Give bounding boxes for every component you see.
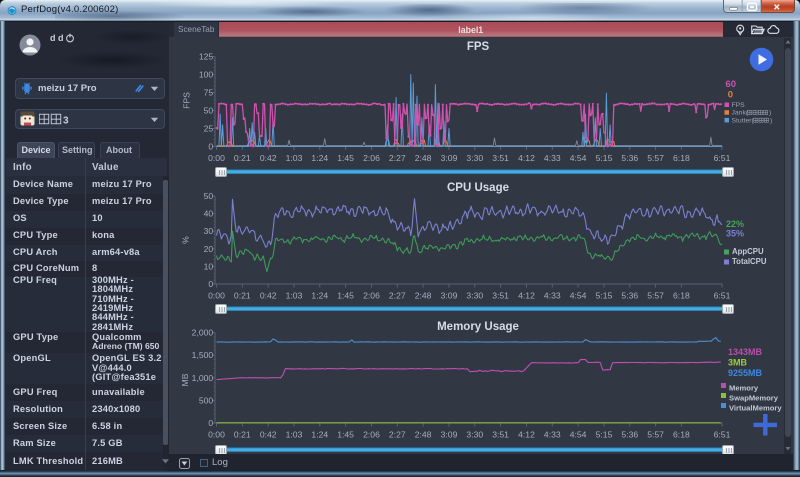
svg-text:5:57: 5:57 [647,153,664,163]
svg-text:4:33: 4:33 [544,429,561,439]
svg-text:9255MB: 9255MB [728,368,763,378]
svg-text:2:06: 2:06 [363,290,380,300]
svg-text:75: 75 [204,88,214,98]
svg-text:1:45: 1:45 [337,429,354,439]
svg-text:22%: 22% [726,219,744,229]
svg-text:4:33: 4:33 [544,290,561,300]
svg-text:2:06: 2:06 [363,153,380,163]
svg-text:0:42: 0:42 [260,429,277,439]
svg-text:Memory: Memory [729,384,759,393]
svg-text:3:30: 3:30 [466,429,483,439]
svg-text:Stutter(: Stutter( [732,117,755,124]
svg-text:5:15: 5:15 [596,290,613,300]
svg-text:1:03: 1:03 [286,153,303,163]
svg-text:0:21: 0:21 [234,153,251,163]
svg-text:4:54: 4:54 [570,429,587,439]
svg-text:): ) [769,110,771,117]
svg-text:50: 50 [204,106,214,116]
svg-text:0:00: 0:00 [208,290,225,300]
svg-text:0:00: 0:00 [208,429,225,439]
svg-text:2:27: 2:27 [389,290,406,300]
svg-text:3:09: 3:09 [441,153,458,163]
svg-text:AppCPU: AppCPU [732,247,764,256]
svg-text:1:03: 1:03 [286,429,303,439]
svg-text:0:21: 0:21 [234,290,251,300]
svg-text:1,500: 1,500 [192,350,214,360]
svg-text:4:12: 4:12 [518,153,535,163]
svg-text:3:09: 3:09 [441,429,458,439]
svg-text:2:06: 2:06 [363,429,380,439]
svg-text:3:30: 3:30 [466,290,483,300]
svg-text:FPS: FPS [182,92,192,109]
svg-text:5:36: 5:36 [621,290,638,300]
svg-text:): ) [770,117,772,124]
svg-text:6:51: 6:51 [714,153,731,163]
svg-text:4:12: 4:12 [518,290,535,300]
svg-text:3:51: 3:51 [492,153,509,163]
svg-text:0:42: 0:42 [260,153,277,163]
svg-text:0:42: 0:42 [260,290,277,300]
svg-text:2,000: 2,000 [192,328,214,338]
svg-text:%: % [181,236,191,244]
svg-text:50: 50 [204,191,214,201]
svg-text:6:51: 6:51 [714,429,731,439]
svg-text:0: 0 [208,279,213,289]
svg-text:100: 100 [199,70,214,80]
svg-text:VirtualMemory: VirtualMemory [729,404,782,413]
svg-text:4:54: 4:54 [570,290,587,300]
svg-text:1343MB: 1343MB [728,347,763,357]
svg-text:1:24: 1:24 [311,290,328,300]
svg-text:30: 30 [204,226,214,236]
svg-text:0:00: 0:00 [208,153,225,163]
svg-text:2:48: 2:48 [415,153,432,163]
svg-text:5:57: 5:57 [647,429,664,439]
svg-text:3MB: 3MB [728,358,748,368]
svg-text:2:48: 2:48 [415,429,432,439]
svg-text:Jank(: Jank( [732,110,749,117]
svg-text:35%: 35% [726,229,744,239]
svg-text:500: 500 [199,395,214,405]
svg-text:1:03: 1:03 [286,290,303,300]
svg-text:1:45: 1:45 [337,153,354,163]
svg-text:1:24: 1:24 [311,429,328,439]
svg-text:0:21: 0:21 [234,429,251,439]
svg-text:25: 25 [204,124,214,134]
svg-text:10: 10 [204,261,214,271]
svg-text:3:51: 3:51 [492,429,509,439]
svg-text:0: 0 [728,90,733,101]
svg-text:5:57: 5:57 [647,290,664,300]
svg-text:60: 60 [725,79,736,90]
svg-text:3:30: 3:30 [466,153,483,163]
svg-text:20: 20 [204,244,214,254]
svg-text:4:33: 4:33 [544,153,561,163]
svg-text:0: 0 [208,418,213,428]
svg-text:5:36: 5:36 [621,429,638,439]
svg-text:0: 0 [208,142,213,152]
svg-text:6:18: 6:18 [673,429,690,439]
svg-text:6:51: 6:51 [714,290,731,300]
svg-text:1,000: 1,000 [192,373,214,383]
svg-text:4:12: 4:12 [518,429,535,439]
svg-text:SwapMemory: SwapMemory [729,394,779,403]
svg-text:40: 40 [204,209,214,219]
svg-text:5:15: 5:15 [596,429,613,439]
svg-text:TotalCPU: TotalCPU [732,257,767,266]
svg-text:2:48: 2:48 [415,290,432,300]
svg-text:6:18: 6:18 [673,153,690,163]
svg-text:1:24: 1:24 [311,153,328,163]
svg-text:2:27: 2:27 [389,153,406,163]
svg-text:3:09: 3:09 [441,290,458,300]
svg-text:5:36: 5:36 [621,153,638,163]
svg-text:125: 125 [199,52,214,62]
svg-text:3:51: 3:51 [492,290,509,300]
svg-text:4:54: 4:54 [570,153,587,163]
svg-text:MB: MB [180,373,190,386]
svg-text:FPS: FPS [732,102,746,109]
svg-text:2:27: 2:27 [389,429,406,439]
svg-text:1:45: 1:45 [337,290,354,300]
svg-text:3: 3 [63,115,69,125]
svg-text:6:18: 6:18 [673,290,690,300]
svg-text:5:15: 5:15 [596,153,613,163]
